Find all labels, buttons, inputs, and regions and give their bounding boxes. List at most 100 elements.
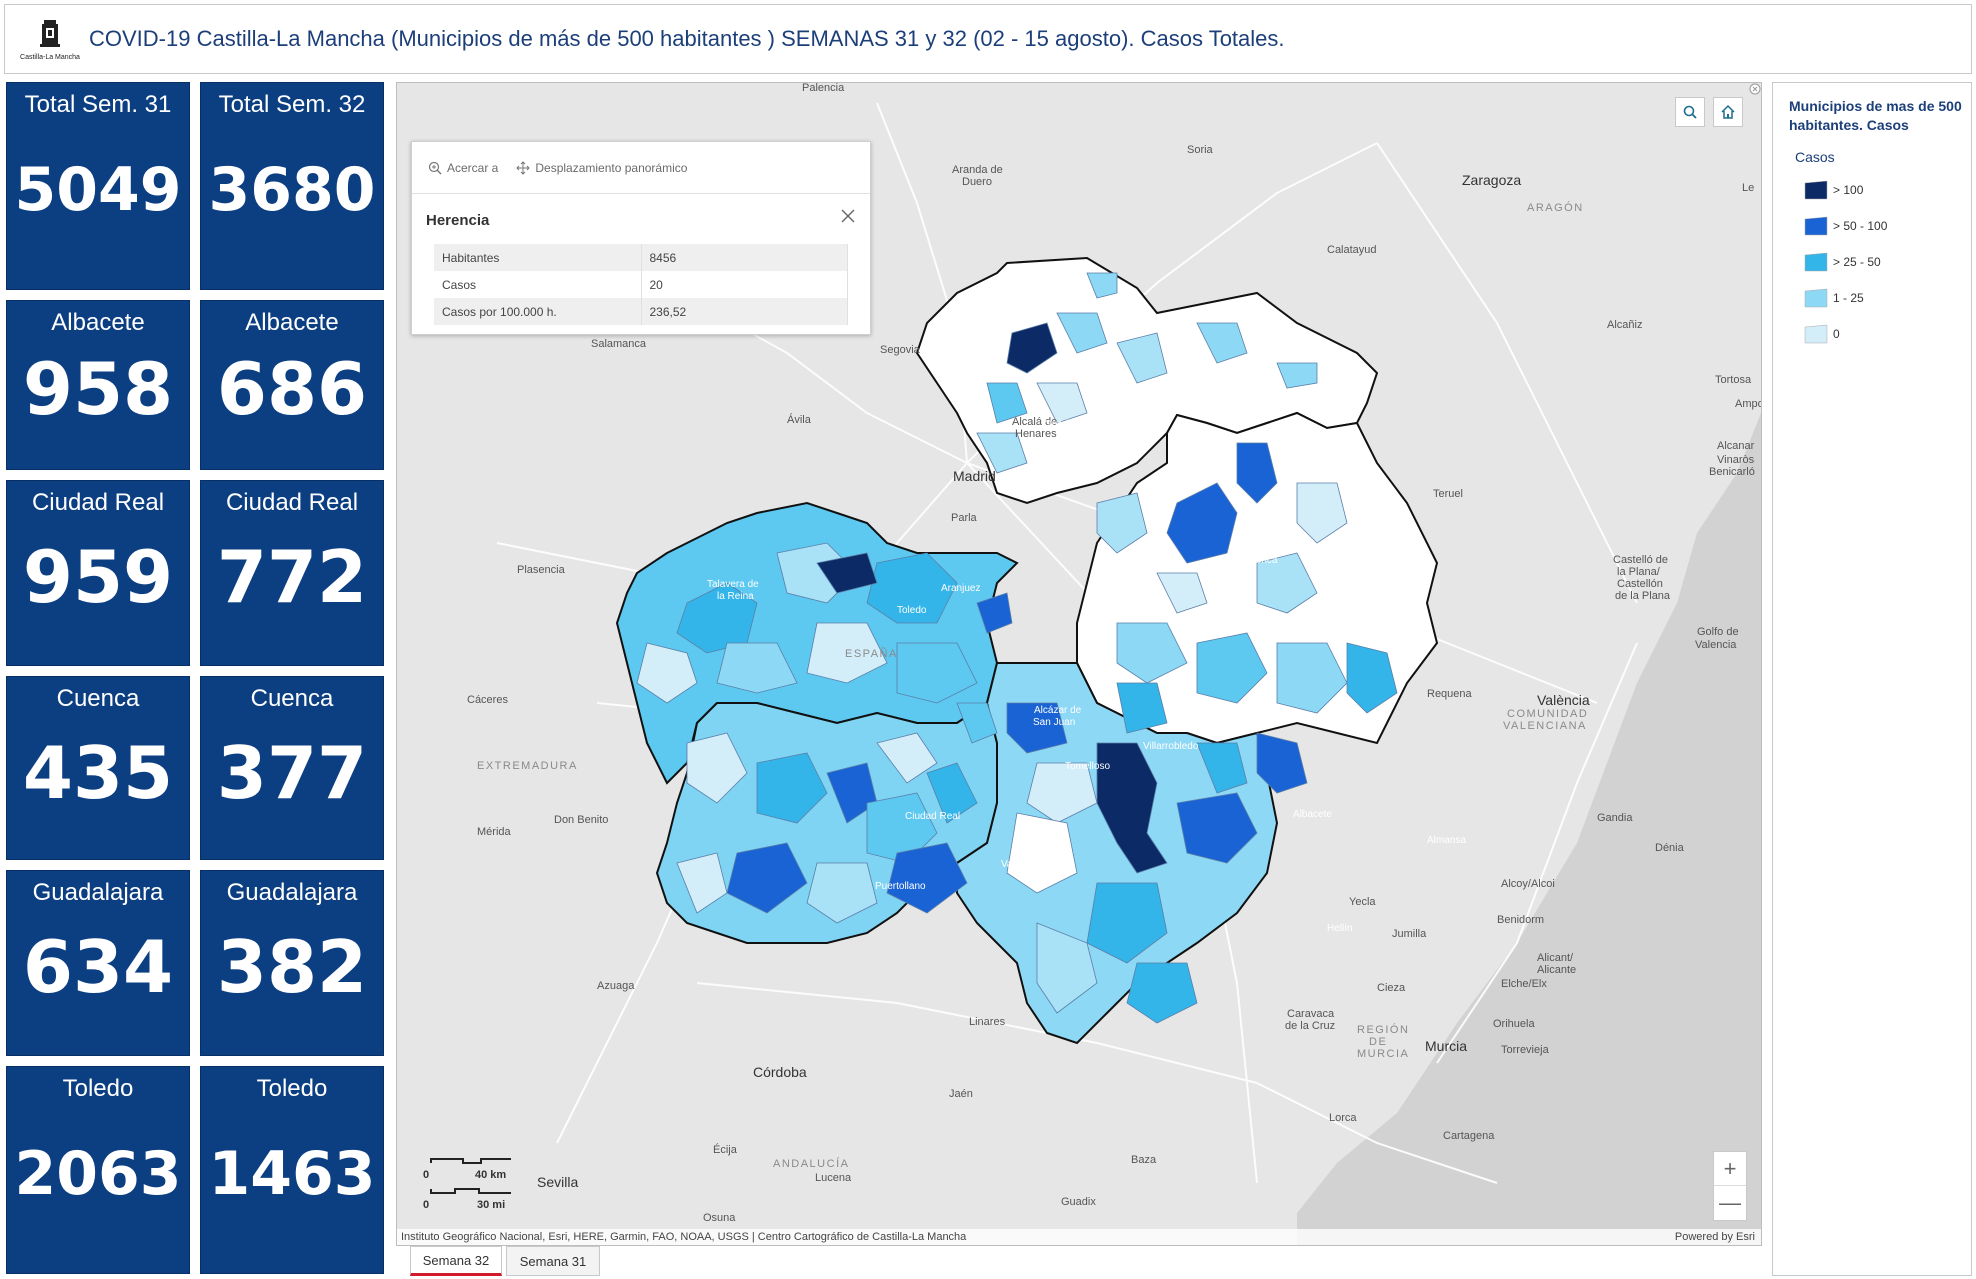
tile-cuenca-sem-31: Cuenca 435 bbox=[6, 676, 190, 860]
city-label-almansa: Almansa bbox=[1427, 835, 1466, 846]
swatch bbox=[1804, 252, 1828, 272]
map-label-denia: Dénia bbox=[1655, 842, 1685, 854]
legend-swatch-icon bbox=[1804, 252, 1828, 272]
search-button[interactable] bbox=[1675, 97, 1705, 127]
swatch bbox=[1804, 324, 1828, 344]
city-label-talavera: Talavera de bbox=[707, 579, 759, 590]
city-label-villarrobledo: Villarrobledo bbox=[1143, 741, 1199, 752]
map-label-zaragoza: Zaragoza bbox=[1462, 172, 1521, 188]
map-label-golfo: Golfo de bbox=[1697, 626, 1739, 638]
city-label-cuenca: Cuenca bbox=[1243, 555, 1278, 566]
map-view[interactable]: Palencia Soria Zaragoza ARAGÓN Aranda de… bbox=[396, 82, 1762, 1246]
zoom-in-button[interactable]: + bbox=[1714, 1152, 1746, 1186]
zoom-to-button[interactable]: Acercar a bbox=[428, 161, 498, 175]
map-label-alicante-2: Alicante bbox=[1537, 964, 1576, 976]
scale-bar: 0 40 km 0 30 mi bbox=[411, 1153, 521, 1223]
scale-bar-lines bbox=[430, 1158, 511, 1194]
map-label-aragon: ARAGÓN bbox=[1527, 201, 1584, 214]
legend-item: > 50 - 100 bbox=[1803, 215, 1971, 237]
tile-total-sem-31: Total Sem. 31 5049 bbox=[6, 82, 190, 290]
swatch bbox=[1804, 288, 1828, 308]
tile-toledo-sem-31: Toledo 2063 bbox=[6, 1066, 190, 1274]
swatch bbox=[1804, 216, 1828, 236]
map-label-tortosa: Tortosa bbox=[1715, 374, 1752, 386]
header-bar: Castilla-La Mancha COVID-19 Castilla-La … bbox=[4, 4, 1972, 74]
city-label-talavera-2: la Reina bbox=[717, 591, 754, 602]
tile-value: 634 bbox=[22, 925, 174, 1009]
map-label-castello: Castelló de bbox=[1613, 554, 1668, 566]
map-label-andalucia: ANDALUCÍA bbox=[773, 1157, 849, 1170]
tile-label: Cuenca bbox=[250, 685, 334, 712]
map-label-torrevieja: Torrevieja bbox=[1501, 1044, 1550, 1056]
tile-guadalajara-sem-31: Guadalajara 634 bbox=[6, 870, 190, 1056]
map-label-merida: Mérida bbox=[477, 826, 512, 838]
coat-of-arms-icon bbox=[40, 19, 60, 47]
city-label-hellin: Hellín bbox=[1327, 923, 1353, 934]
zoom-to-label: Acercar a bbox=[447, 160, 499, 175]
map-label-extremadura: EXTREMADURA bbox=[477, 760, 578, 772]
expand-icon[interactable] bbox=[1749, 83, 1761, 95]
tab-semana-31[interactable]: Semana 31 bbox=[506, 1246, 600, 1276]
map-label-alcala: Alcalá de bbox=[1012, 416, 1057, 428]
legend-panel: Municipios de mas de 500 habitantes. Cas… bbox=[1772, 82, 1972, 1276]
map-label-valencia: València bbox=[1537, 692, 1590, 708]
map-label-castello-3: Castellón bbox=[1617, 578, 1663, 590]
mediterranean-sea bbox=[1297, 413, 1761, 1245]
map-label-caravaca-2: de la Cruz bbox=[1285, 1020, 1335, 1032]
city-label-puertollano: Puertollano bbox=[875, 881, 926, 892]
legend-label: > 25 - 50 bbox=[1833, 255, 1881, 269]
city-label-valdepenas: Valdepeñas bbox=[1001, 859, 1053, 870]
tile-label: Ciudad Real bbox=[31, 489, 165, 516]
tile-value: 1463 bbox=[208, 1139, 376, 1209]
map-label-region-murcia: REGIÓN bbox=[1357, 1023, 1409, 1036]
castilla-la-mancha-logo: Castilla-La Mancha bbox=[15, 9, 85, 69]
legend-swatch-icon bbox=[1804, 216, 1828, 236]
tile-value: 435 bbox=[22, 731, 174, 815]
attribution-bar: Instituto Geográfico Nacional, Esri, HER… bbox=[397, 1229, 1761, 1245]
legend-swatch-icon bbox=[1804, 288, 1828, 308]
basemap[interactable]: Palencia Soria Zaragoza ARAGÓN Aranda de… bbox=[397, 83, 1761, 1245]
city-label-toledo: Toledo bbox=[897, 605, 927, 616]
table-row: Habitantes 8456 bbox=[434, 244, 848, 271]
tile-value: 772 bbox=[216, 535, 368, 619]
map-label-yecla: Yecla bbox=[1349, 896, 1376, 908]
powered-by-esri[interactable]: Powered by Esri bbox=[1674, 1231, 1755, 1243]
tile-label: Total Sem. 31 bbox=[24, 91, 172, 118]
map-label-salamanca: Salamanca bbox=[591, 338, 647, 350]
map-label-caravaca: Caravaca bbox=[1287, 1008, 1335, 1020]
map-label-comunidad: COMUNIDAD bbox=[1507, 708, 1588, 720]
city-label-alcazar: Alcázar de bbox=[1034, 705, 1082, 716]
home-button[interactable] bbox=[1713, 97, 1743, 127]
map-label-sevilla: Sevilla bbox=[537, 1174, 578, 1190]
legend-item: 0 bbox=[1803, 323, 1971, 345]
legend-label: 0 bbox=[1833, 327, 1840, 341]
map-label-parla: Parla bbox=[951, 512, 978, 524]
city-label-guadalajara: Guadalajara bbox=[1044, 419, 1099, 430]
tile-label: Guadalajara bbox=[32, 879, 164, 906]
feature-popup: Acercar a Desplazamiento panorámico Here… bbox=[411, 141, 871, 335]
map-label-guadix: Guadix bbox=[1061, 1196, 1096, 1208]
tile-value: 958 bbox=[22, 347, 174, 431]
tile-guadalajara-sem-32: Guadalajara 382 bbox=[200, 870, 384, 1056]
map-label-orihuela: Orihuela bbox=[1493, 1018, 1535, 1030]
close-icon[interactable] bbox=[840, 208, 856, 224]
map-label-ecija: Écija bbox=[713, 1143, 738, 1156]
map-label-murcia: Murcia bbox=[1425, 1038, 1467, 1054]
map-label-madrid: Madrid bbox=[953, 468, 996, 484]
map-label-aranda: Aranda de bbox=[952, 164, 1003, 176]
map-label-castello-4: de la Plana bbox=[1615, 590, 1671, 602]
attribution-text: Instituto Geográfico Nacional, Esri, HER… bbox=[401, 1231, 967, 1243]
tab-semana-32[interactable]: Semana 32 bbox=[410, 1246, 502, 1276]
zoom-out-button[interactable]: — bbox=[1719, 1190, 1741, 1215]
map-label-alcoy: Alcoy/Alcoi bbox=[1501, 878, 1555, 890]
map-label-alcaniz: Alcañiz bbox=[1607, 319, 1642, 331]
map-label-caceres: Cáceres bbox=[467, 694, 508, 706]
map-label-requena: Requena bbox=[1427, 688, 1473, 700]
pan-button[interactable]: Desplazamiento panorámico bbox=[516, 161, 687, 175]
tile-value: 377 bbox=[216, 731, 368, 815]
popup-toolbar: Acercar a Desplazamiento panorámico bbox=[412, 142, 870, 194]
city-label-ciudad-real: Ciudad Real bbox=[905, 811, 960, 822]
legend-label: > 100 bbox=[1833, 183, 1864, 197]
tile-label: Albacete bbox=[51, 309, 145, 336]
city-label-albacete: Albacete bbox=[1293, 809, 1332, 820]
